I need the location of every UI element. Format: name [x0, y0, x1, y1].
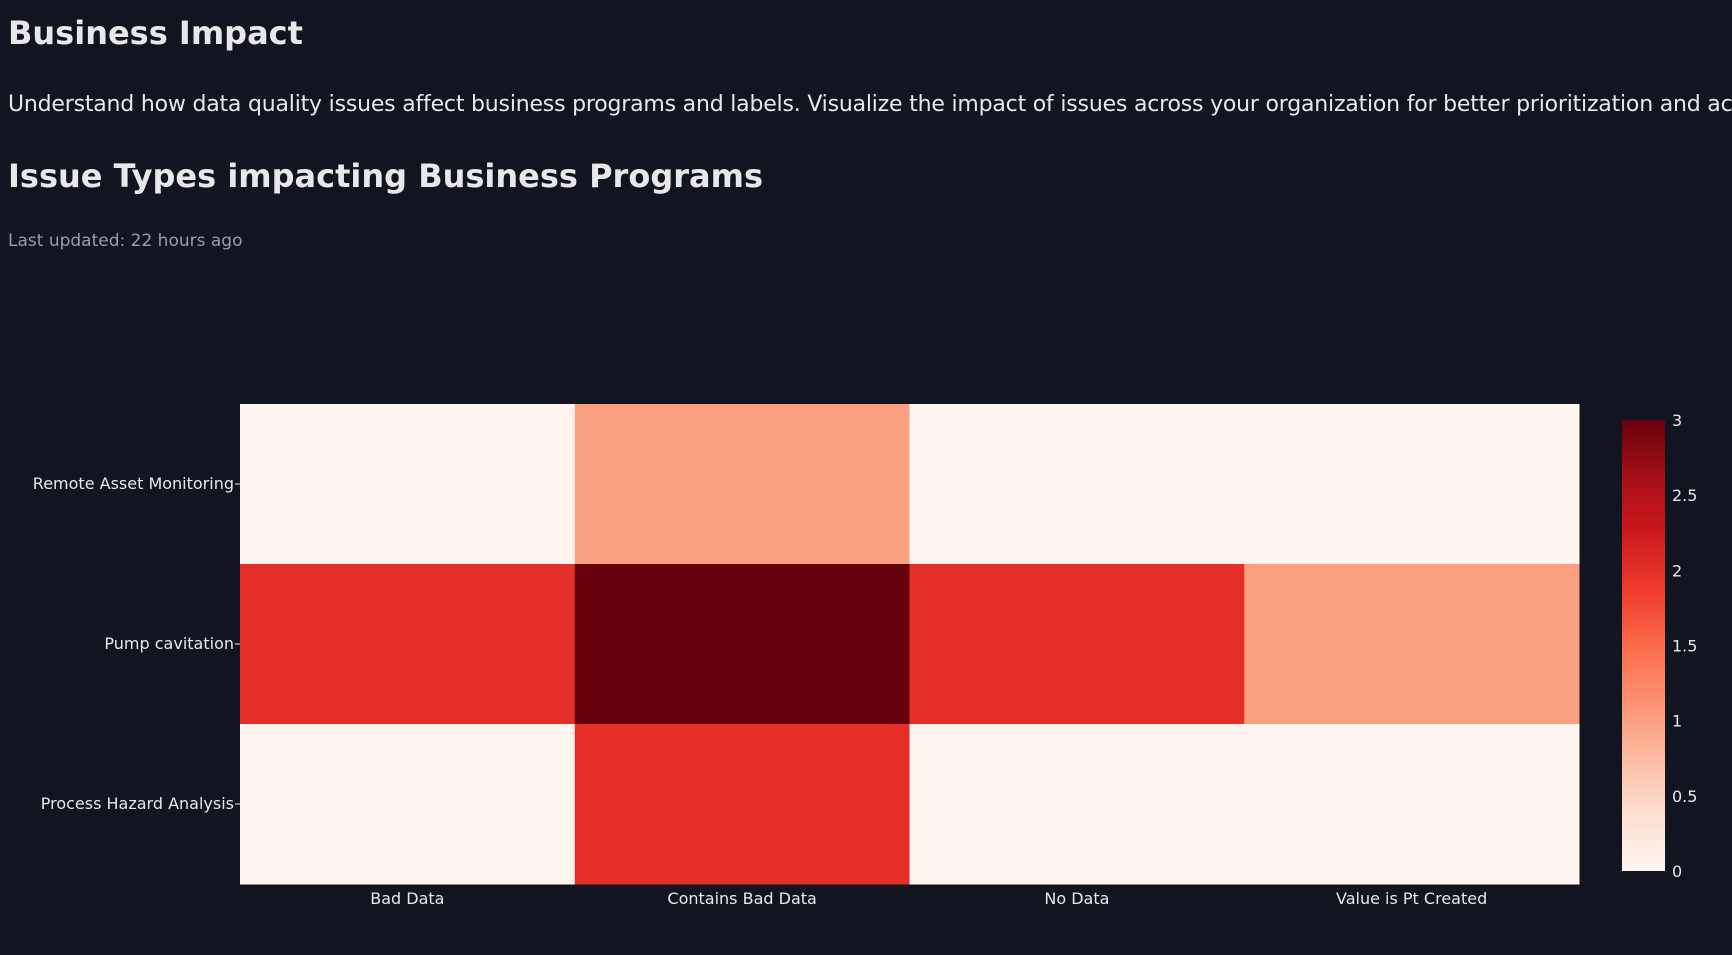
heatmap-cell[interactable]	[240, 404, 576, 565]
heatmap-cell[interactable]	[574, 404, 910, 565]
colorbar	[1622, 420, 1665, 871]
last-updated: Last updated: 22 hours ago	[8, 231, 243, 251]
y-tick-label: Process Hazard Analysis	[41, 794, 234, 813]
colorbar-tick-label: 3	[1672, 411, 1682, 430]
heatmap-cell[interactable]	[909, 404, 1245, 565]
heatmap-cell[interactable]	[1244, 404, 1580, 565]
colorbar-tick-label: 1.5	[1672, 637, 1697, 656]
y-tick-label: Pump cavitation	[104, 634, 234, 653]
heatmap-cell[interactable]	[240, 724, 576, 885]
colorbar-tick-label: 2	[1672, 561, 1682, 580]
x-tick-label: No Data	[1044, 889, 1109, 908]
heatmap-cell[interactable]	[909, 724, 1245, 885]
colorbar-tick-label: 2.5	[1672, 486, 1697, 505]
page-title: Business Impact	[8, 14, 303, 52]
page-description: Understand how data quality issues affec…	[8, 92, 1732, 117]
heatmap-cell[interactable]	[240, 564, 576, 725]
colorbar-tick-label: 0.5	[1672, 787, 1697, 806]
section-title: Issue Types impacting Business Programs	[8, 157, 763, 195]
heatmap-cell[interactable]	[1244, 724, 1580, 885]
colorbar-tick-label: 1	[1672, 712, 1682, 731]
heatmap-cell[interactable]	[574, 564, 910, 725]
colorbar-tick-label: 0	[1672, 862, 1682, 881]
heatmap-cell[interactable]	[574, 724, 910, 885]
y-tick-label: Remote Asset Monitoring	[33, 474, 234, 493]
x-tick-label: Bad Data	[370, 889, 444, 908]
x-tick-label: Contains Bad Data	[667, 889, 816, 908]
heatmap-cell[interactable]	[909, 564, 1245, 725]
heatmap-cell[interactable]	[1244, 564, 1580, 725]
x-tick-label: Value is Pt Created	[1336, 889, 1487, 908]
